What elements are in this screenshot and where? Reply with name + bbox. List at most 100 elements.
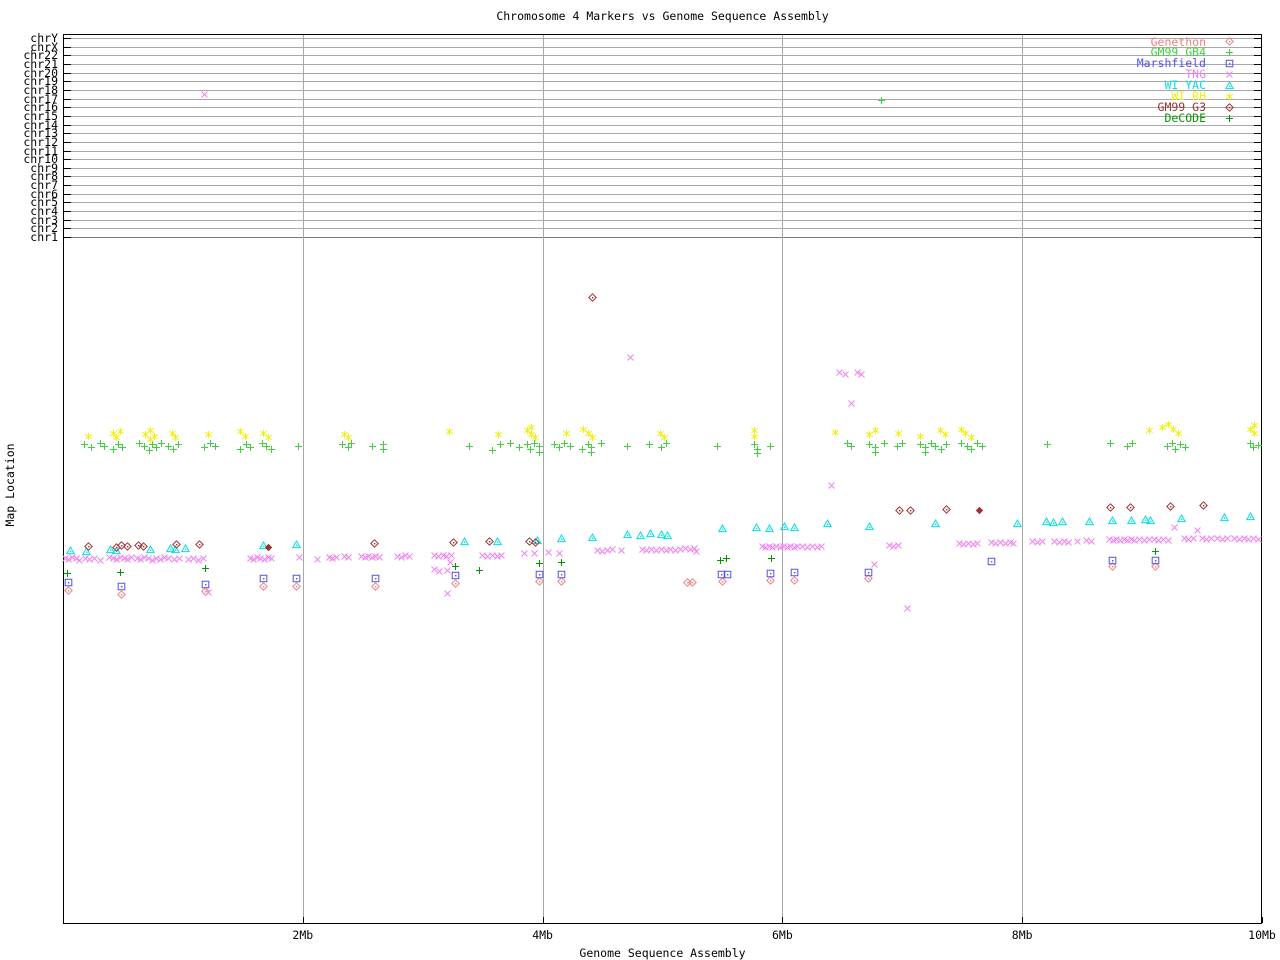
point-tng — [344, 553, 353, 562]
point-tng — [64, 555, 73, 564]
mb-gridline-2Mb — [302, 35, 304, 923]
point-tng — [148, 556, 157, 565]
point-gm99-gb4 — [523, 440, 532, 449]
point-gm99-gb4 — [488, 446, 497, 455]
point-decode — [535, 559, 544, 568]
y-axis-label: Map Location — [3, 443, 17, 527]
point-wi-rh — [344, 433, 353, 442]
point-tng — [189, 554, 198, 563]
point-genethon — [117, 589, 127, 599]
chromosome-gridline-chr17 — [64, 98, 1261, 100]
point-wi-yac — [780, 521, 790, 531]
point-gm99-g3 — [117, 540, 127, 550]
y-tick-label-chr19: chr19 — [23, 74, 58, 89]
point-marshfield — [766, 569, 775, 578]
point-wi-yac — [764, 523, 774, 533]
point-decode — [722, 554, 731, 563]
point-tng — [332, 553, 341, 562]
point-tng — [443, 589, 452, 598]
point-gm99-gb4 — [96, 439, 105, 448]
point-gm99-gb4 — [87, 443, 96, 452]
y-tick-right-chr15 — [1254, 115, 1261, 117]
point-gm99-gb4 — [526, 445, 535, 454]
point-tng — [1170, 523, 1179, 532]
y-tick-right-chr10 — [1254, 159, 1261, 161]
point-gm99-gb4 — [530, 439, 539, 448]
point-decode — [1151, 547, 1160, 556]
y-tick-right-chr7 — [1254, 185, 1261, 187]
point-gm99-gb4 — [623, 442, 632, 451]
legend-marker-wi-yac — [1224, 80, 1234, 90]
point-decode — [63, 569, 72, 578]
point-gm99-gb4 — [496, 440, 505, 449]
y-tick-label-chr3: chr3 — [30, 212, 58, 227]
x-tick-label-2Mb: 2Mb — [292, 928, 314, 942]
point-gm99-gb4 — [164, 442, 173, 451]
point-gm99-gb4 — [140, 442, 149, 451]
point-gm99-gb4 — [1043, 440, 1052, 449]
point-wi-rh — [941, 430, 950, 439]
point-wi-yac — [258, 540, 268, 550]
point-gm99-gb4 — [921, 448, 930, 457]
point-wi-rh — [171, 433, 180, 442]
point-wi-rh — [264, 433, 273, 442]
point-gm99-gb4 — [368, 442, 377, 451]
y-tick-left-chr13 — [64, 133, 71, 135]
chromosome-gridline-chr11 — [64, 150, 1261, 152]
chromosome-gridline-chr9 — [64, 167, 1261, 169]
point-gm99-g3 — [195, 539, 205, 549]
point-wi-rh — [112, 433, 121, 442]
chromosome-gridline-chrX — [64, 46, 1261, 48]
legend-label-gm99-gb4: GM99 GB4 — [1150, 45, 1206, 60]
point-gm99-gb4 — [865, 440, 874, 449]
point-decode — [716, 556, 725, 565]
point-tng — [204, 588, 213, 597]
point-gm99-gb4 — [1168, 439, 1177, 448]
legend-label-marshfield: Marshfield — [1136, 56, 1206, 71]
point-tng — [194, 556, 203, 565]
point-gm99-gb4 — [1254, 441, 1263, 450]
point-gm99-g3 — [123, 541, 133, 551]
point-tng — [692, 547, 701, 556]
point-marshfield — [1151, 556, 1160, 565]
y-tick-left-chr16 — [64, 107, 71, 109]
point-wi-yac — [588, 532, 598, 542]
y-tick-label-chr18: chr18 — [23, 83, 58, 98]
chromosome-gridline-chr5 — [64, 202, 1261, 204]
point-gm99-gb4 — [713, 442, 722, 451]
y-tick-left-chr8 — [64, 176, 71, 178]
point-tng — [793, 542, 802, 551]
point-gm99-g3 — [449, 537, 459, 547]
point-wi-yac — [636, 530, 646, 540]
y-tick-right-chr14 — [1254, 124, 1261, 126]
point-wi-rh — [1164, 420, 1173, 429]
point-gm99-g3 — [83, 541, 93, 551]
chromosome-gridline-chr1 — [64, 236, 1261, 238]
chromosome-gridline-chr12 — [64, 141, 1261, 143]
legend-label-wi-rh: WI RH — [1171, 89, 1206, 104]
point-wi-yac — [931, 518, 941, 528]
y-tick-left-chr20 — [64, 72, 71, 74]
point-gm99-gb4 — [506, 439, 515, 448]
point-wi-yac — [166, 543, 176, 553]
point-gm99-gb4 — [1128, 439, 1137, 448]
point-tng — [841, 370, 850, 379]
point-gm99-gb4 — [555, 443, 564, 452]
point-tng — [447, 551, 456, 560]
point-gm99-gb4 — [957, 439, 966, 448]
point-tng — [1145, 535, 1154, 544]
y-tick-label-chr9: chr9 — [30, 160, 58, 175]
point-gm99-g3 — [524, 536, 534, 546]
point-gm99-gb4 — [267, 445, 276, 454]
y-tick-label-chr5: chr5 — [30, 195, 58, 210]
point-gm99-gb4 — [347, 439, 356, 448]
point-genethon — [718, 576, 727, 586]
point-gm99-gb4 — [753, 449, 762, 458]
x-tick-label-6Mb: 6Mb — [772, 928, 793, 942]
point-wi-rh — [109, 429, 118, 438]
point-gm99-g3 — [942, 504, 952, 514]
y-tick-left-chr2 — [64, 228, 71, 230]
point-wi-rh — [116, 427, 125, 436]
point-wi-yac — [460, 536, 470, 546]
y-tick-left-chr1 — [64, 236, 71, 238]
